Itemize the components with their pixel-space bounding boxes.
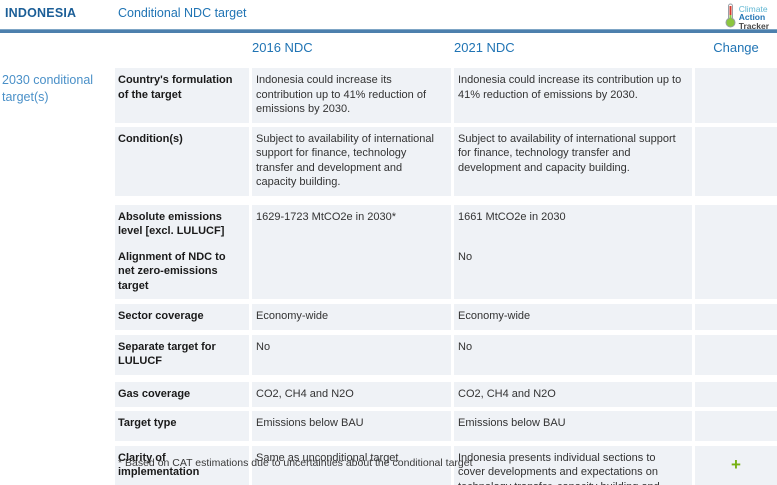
cell-2016-ndc: Same as unconditional target (252, 445, 451, 485)
table-row-absolute-emissions: Absolute emissions level [excl. LULUCF] … (115, 204, 777, 245)
logo-line-action: Action (738, 12, 766, 23)
cell-change (695, 68, 777, 123)
table-row-separate-lulucf-target: Separate target for LULUCF No No (115, 334, 777, 375)
cell-2016-ndc: CO2, CH4 and N2O (252, 381, 451, 407)
column-header-2016-ndc: 2016 NDC (252, 40, 313, 55)
cell-2021-ndc: Emissions below BAU (454, 411, 692, 441)
cell-change (695, 244, 777, 299)
table-row-net-zero-alignment: Alignment of NDC to net zero-emissions t… (115, 244, 777, 299)
row-label: Gas coverage (115, 381, 249, 407)
table-row-gas-coverage: Gas coverage CO2, CH4 and N2O CO2, CH4 a… (115, 381, 777, 407)
row-label: Alignment of NDC to net zero-emissions t… (115, 244, 249, 299)
table-row-country-formulation: Country's formulation of the target Indo… (115, 68, 777, 123)
row-label: Separate target for LULUCF (115, 334, 249, 375)
climate-action-tracker-logo[interactable]: Climate Action Tracker (725, 2, 769, 33)
cell-change (695, 304, 777, 330)
cell-2016-ndc (252, 244, 451, 299)
logo-text: Climate Action Tracker (739, 5, 769, 31)
cell-2021-ndc: No (454, 244, 692, 299)
cell-2021-ndc: CO2, CH4 and N2O (454, 381, 692, 407)
column-header-2021-ndc: 2021 NDC (454, 40, 515, 55)
logo-line-climate: Climate (738, 3, 768, 14)
sidebar-section-label: 2030 conditional target(s) (2, 73, 94, 104)
cell-change (695, 126, 777, 196)
cell-2016-ndc: No (252, 334, 451, 375)
cell-2021-ndc: No (454, 334, 692, 375)
cell-change (695, 204, 777, 245)
top-header: INDONESIA Conditional NDC target Climate… (0, 0, 777, 30)
cell-2021-ndc: Economy-wide (454, 304, 692, 330)
cell-change (695, 381, 777, 407)
thermometer-icon (725, 2, 736, 33)
change-plus-icon: + (695, 445, 777, 485)
cell-change (695, 411, 777, 441)
row-label: Absolute emissions level [excl. LULUCF] (115, 204, 249, 245)
cell-2021-ndc: 1661 MtCO2e in 2030 (454, 204, 692, 245)
ndc-comparison-table: Country's formulation of the target Indo… (115, 68, 777, 485)
logo-line-tracker: Tracker (738, 20, 769, 31)
table-row-conditions: Condition(s) Subject to availability of … (115, 126, 777, 196)
cell-2016-ndc: Emissions below BAU (252, 411, 451, 441)
cell-change (695, 334, 777, 375)
row-label: Condition(s) (115, 126, 249, 196)
cell-2016-ndc: Subject to availability of international… (252, 126, 451, 196)
header-divider (0, 29, 777, 33)
row-label: Clarity of implementation (115, 445, 249, 485)
row-label: Sector coverage (115, 304, 249, 330)
row-label: Country's formulation of the target (115, 68, 249, 123)
table-row-target-type: Target type Emissions below BAU Emission… (115, 411, 777, 441)
cell-2021-ndc: Subject to availability of international… (454, 126, 692, 196)
spacer (115, 40, 249, 55)
cell-2016-ndc: Economy-wide (252, 304, 451, 330)
page-title: Conditional NDC target (118, 6, 247, 20)
footnote: * Based on CAT estimations due to uncert… (118, 457, 473, 469)
cell-2021-ndc: Indonesia could increase its contributio… (454, 68, 692, 123)
table-row-sector-coverage: Sector coverage Economy-wide Economy-wid… (115, 304, 777, 330)
column-header-change: Change (713, 40, 759, 55)
column-headers: 2016 NDC 2021 NDC Change (115, 40, 777, 55)
row-label: Target type (115, 411, 249, 441)
country-name: INDONESIA (5, 6, 77, 20)
cell-2016-ndc: Indonesia could increase its contributio… (252, 68, 451, 123)
table-row-clarity-of-implementation: Clarity of implementation Same as uncond… (115, 445, 777, 485)
cell-2016-ndc: 1629-1723 MtCO2e in 2030* (252, 204, 451, 245)
cell-2021-ndc: Indonesia presents individual sections t… (454, 445, 692, 485)
